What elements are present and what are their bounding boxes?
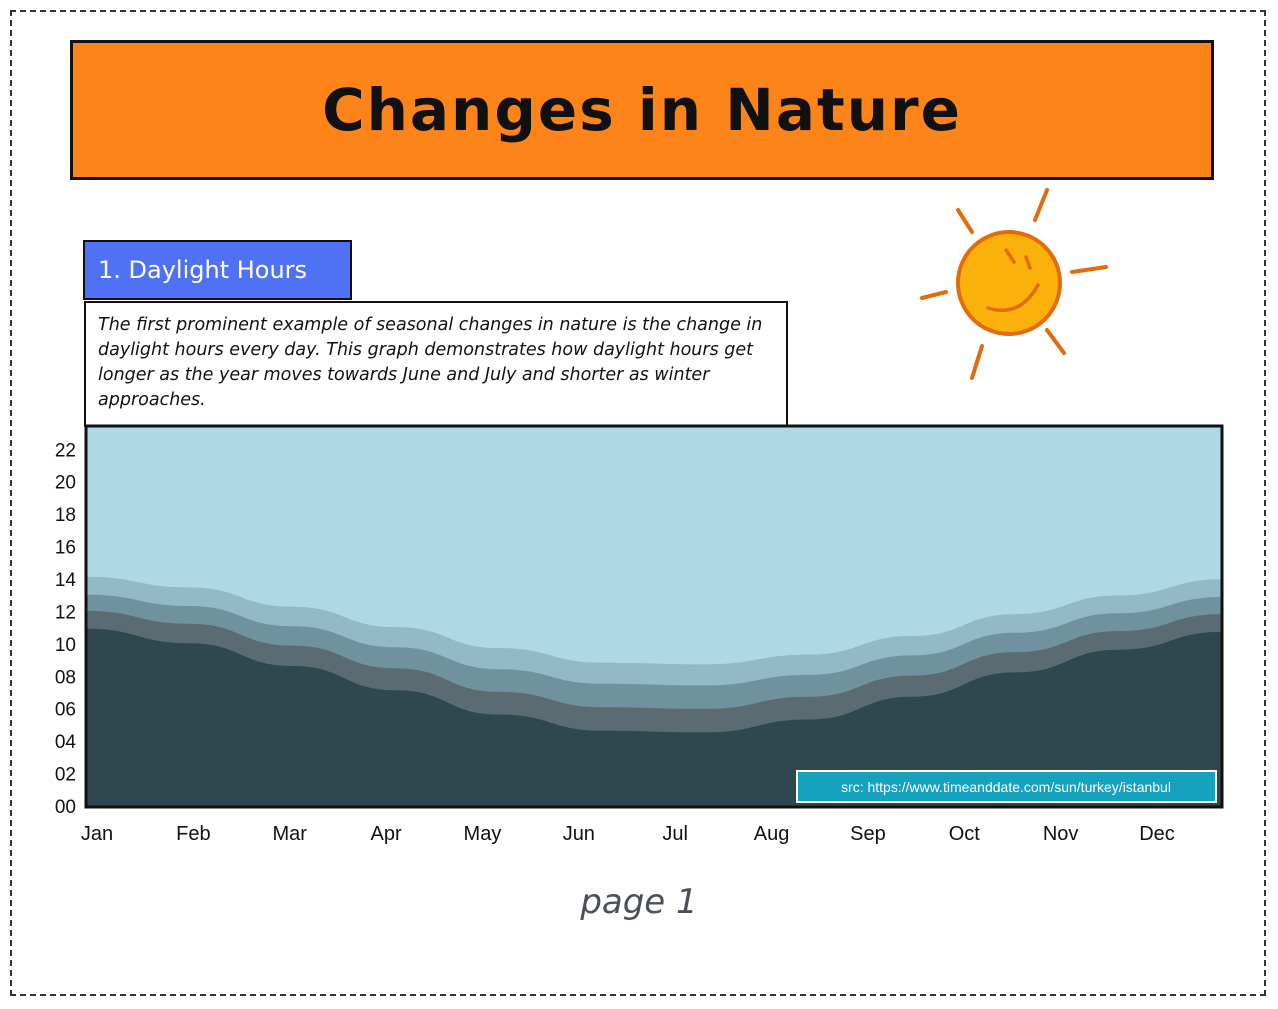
description-box: The first prominent example of seasonal …: [84, 301, 788, 427]
description-text: The first prominent example of seasonal …: [98, 315, 763, 410]
section-label: 1. Daylight Hours: [98, 256, 308, 284]
smiling-sun-icon: [920, 188, 1108, 380]
title-banner: Changes in Nature: [70, 40, 1214, 180]
page-number: page 1: [580, 882, 698, 922]
section-tag: 1. Daylight Hours: [83, 240, 352, 300]
page-frame: [10, 10, 1266, 996]
page-title: Changes in Nature: [322, 76, 962, 144]
